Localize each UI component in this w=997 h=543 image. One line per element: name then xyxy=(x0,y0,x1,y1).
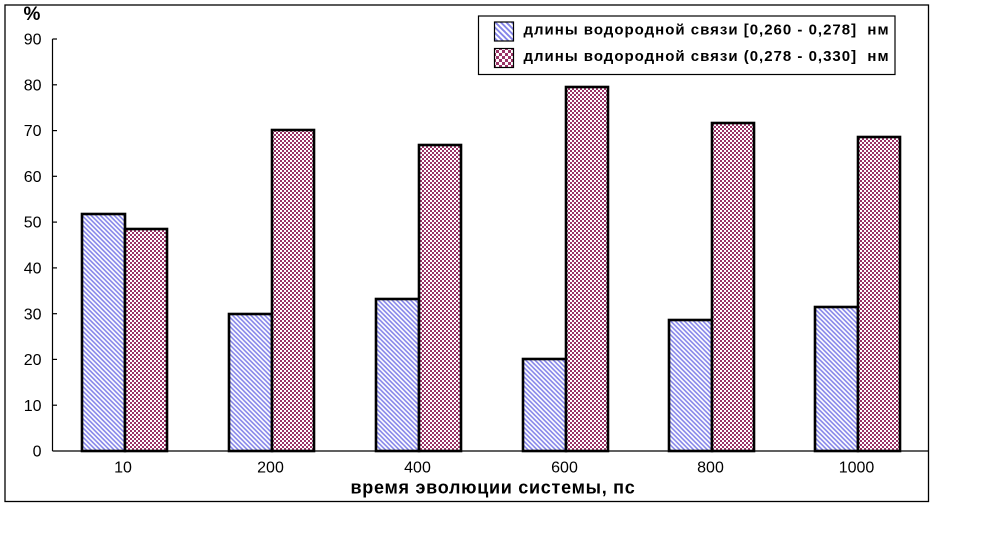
svg-text:90: 90 xyxy=(24,32,42,49)
svg-text:400: 400 xyxy=(404,459,431,476)
svg-text:50: 50 xyxy=(24,215,42,232)
svg-text:10: 10 xyxy=(114,459,132,476)
svg-text:1000: 1000 xyxy=(839,459,875,476)
svg-text:длины водородной связи [0,260: длины водородной связи [0,260 - 0,278] н… xyxy=(524,22,890,39)
svg-text:800: 800 xyxy=(697,459,724,476)
svg-text:0: 0 xyxy=(33,444,42,461)
svg-text:длины водородной связи (0,278: длины водородной связи (0,278 - 0,330] н… xyxy=(524,48,890,65)
svg-text:200: 200 xyxy=(257,459,284,476)
svg-text:600: 600 xyxy=(551,459,578,476)
svg-text:20: 20 xyxy=(24,352,42,369)
svg-text:60: 60 xyxy=(24,169,42,186)
svg-text:10: 10 xyxy=(24,398,42,415)
svg-text:%: % xyxy=(24,4,41,25)
svg-text:70: 70 xyxy=(24,123,42,140)
svg-text:30: 30 xyxy=(24,306,42,323)
svg-text:80: 80 xyxy=(24,77,42,94)
svg-text:40: 40 xyxy=(24,261,42,278)
svg-text:время эволюции системы, пс: время эволюции системы, пс xyxy=(351,478,636,498)
